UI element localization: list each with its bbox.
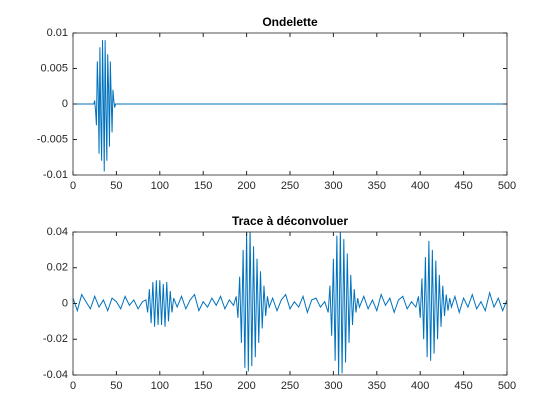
y-tick-label: 0.04 [47,226,68,238]
x-tick-label: 350 [368,380,386,392]
axes-box [72,231,508,376]
x-tick-label: 50 [110,180,122,192]
axes: Ondelette 0 50 100 150 200 250 300 350 400 450 500 -… [37,15,516,192]
x-tick-label: 100 [151,380,169,392]
y-tick-label: 0.005 [40,62,68,74]
x-tick-label: 250 [281,380,299,392]
y-tick-label: 0 [62,98,68,110]
data-line [73,40,507,172]
x-tick-label: 150 [194,180,212,192]
y-tick-label: -0.005 [37,133,68,145]
chart-title: Trace à déconvoluer [232,214,348,228]
y-tick-label: 0.01 [47,27,68,39]
x-tick-label: 450 [454,180,472,192]
x-tick-label: 0 [70,380,76,392]
data-line [73,232,507,375]
y-tick-label: -0.01 [43,169,68,181]
x-tick-label: 300 [324,180,342,192]
y-tick-label: -0.02 [43,333,68,345]
y-tick-label: 0 [62,297,68,309]
x-tick-label: 200 [237,180,255,192]
x-tick-label: 100 [151,180,169,192]
chart-title: Ondelette [262,15,318,29]
x-tick-label: 250 [281,180,299,192]
x-tick-label: 50 [110,380,122,392]
x-tick-label: 200 [237,380,255,392]
x-tick-label: 450 [454,380,472,392]
x-tick-label: 500 [498,380,516,392]
x-tick-label: 0 [70,180,76,192]
x-tick-label: 350 [368,180,386,192]
x-tick-label: 500 [498,180,516,192]
axes-box [72,32,508,176]
y-tick-label: 0.02 [47,262,68,274]
y-tick-label: -0.04 [43,369,68,381]
x-tick-label: 150 [194,380,212,392]
axes: Trace à déconvoluer 0 50 100 150 200 250 300 350… [43,214,516,392]
x-tick-label: 400 [411,380,429,392]
x-tick-label: 300 [324,380,342,392]
x-tick-label: 400 [411,180,429,192]
